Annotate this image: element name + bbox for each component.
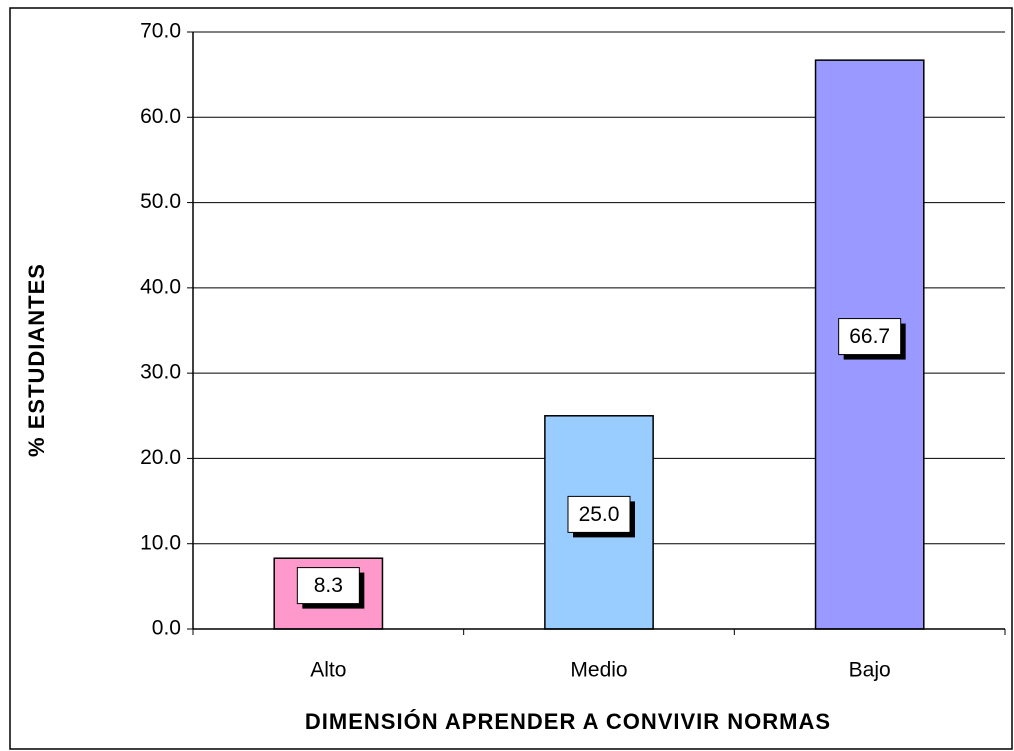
- data-label: 25.0: [579, 503, 620, 526]
- y-tick-label: 70.0: [140, 20, 181, 43]
- y-tick-label: 10.0: [140, 531, 181, 554]
- y-axis-title: % ESTUDIANTES: [24, 263, 49, 457]
- data-label: 66.7: [849, 325, 890, 348]
- x-tick-label: Medio: [570, 659, 627, 682]
- y-tick-label: 30.0: [140, 361, 181, 384]
- data-label-box: [296, 567, 360, 605]
- x-tick-label: Bajo: [849, 659, 891, 682]
- data-label: 8.3: [314, 574, 343, 597]
- y-tick-label: 50.0: [140, 190, 181, 213]
- x-axis-title: DIMENSIÓN APRENDER A CONVIVIR NORMAS: [305, 709, 831, 734]
- y-tick-label: 0.0: [152, 617, 181, 640]
- x-tick-label: Alto: [310, 659, 346, 682]
- data-label-box: [567, 495, 631, 533]
- y-tick-label: 20.0: [140, 446, 181, 469]
- y-tick-label: 40.0: [140, 275, 181, 298]
- data-label-box: [838, 318, 902, 356]
- y-tick-label: 60.0: [140, 105, 181, 128]
